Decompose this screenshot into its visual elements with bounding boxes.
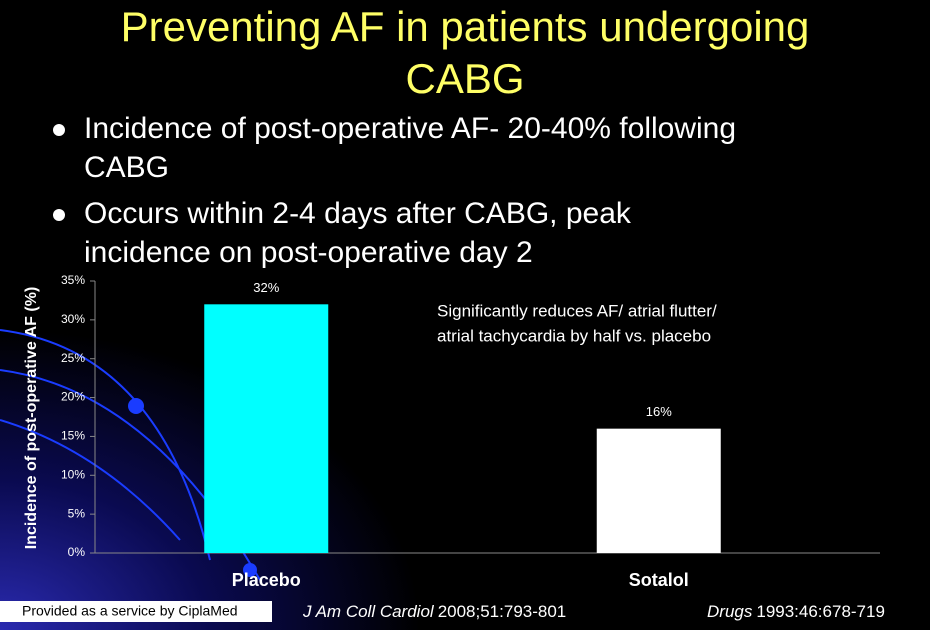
- citation-journal: J Am Coll Cardiol: [302, 602, 435, 621]
- decoration: [128, 398, 144, 414]
- bullet-text: CABG: [84, 151, 169, 184]
- bar: [204, 304, 329, 553]
- citation: J Am Coll Cardiol 2008;51:793-801: [302, 602, 566, 621]
- annotation: Significantly reduces AF/ atrial flutter…: [437, 301, 717, 320]
- y-tick-label: 35%: [61, 273, 85, 287]
- provider-text: Provided as a service by CiplaMed: [22, 603, 238, 619]
- y-axis-label: Incidence of post-operative AF (%): [23, 287, 40, 550]
- citation: Drugs 1993:46:678-719: [707, 602, 885, 621]
- slide-title: Preventing AF in patients undergoing: [121, 3, 810, 50]
- bullet-text: incidence on post-operative day 2: [84, 236, 533, 269]
- y-tick-label: 20%: [61, 390, 85, 404]
- bar: [596, 428, 721, 553]
- x-tick-label: Sotalol: [629, 570, 689, 590]
- y-tick-label: 25%: [61, 351, 85, 365]
- y-tick-label: 0%: [68, 545, 86, 559]
- citation-ref: 1993:46:678-719: [756, 602, 885, 621]
- bullet-text: Occurs within 2-4 days after CABG, peak: [84, 197, 632, 230]
- y-tick-label: 30%: [61, 312, 85, 326]
- y-tick-label: 10%: [61, 467, 85, 481]
- provider-box: [0, 601, 272, 622]
- annotation: atrial tachycardia by half vs. placebo: [437, 326, 711, 345]
- citation-journal: Drugs: [707, 602, 753, 621]
- citation-ref: 2008;51:793-801: [438, 602, 567, 621]
- x-tick-label: Placebo: [232, 570, 301, 590]
- slide-title: CABG: [405, 55, 524, 102]
- y-tick-label: 15%: [61, 429, 85, 443]
- decoration: [243, 563, 257, 577]
- y-tick-label: 5%: [68, 506, 86, 520]
- bullet-dot: [53, 124, 65, 136]
- value-label: 16%: [646, 404, 672, 419]
- bullet-text: Incidence of post-operative AF- 20-40% f…: [84, 112, 736, 145]
- bullet-dot: [53, 209, 65, 221]
- value-label: 32%: [253, 280, 279, 295]
